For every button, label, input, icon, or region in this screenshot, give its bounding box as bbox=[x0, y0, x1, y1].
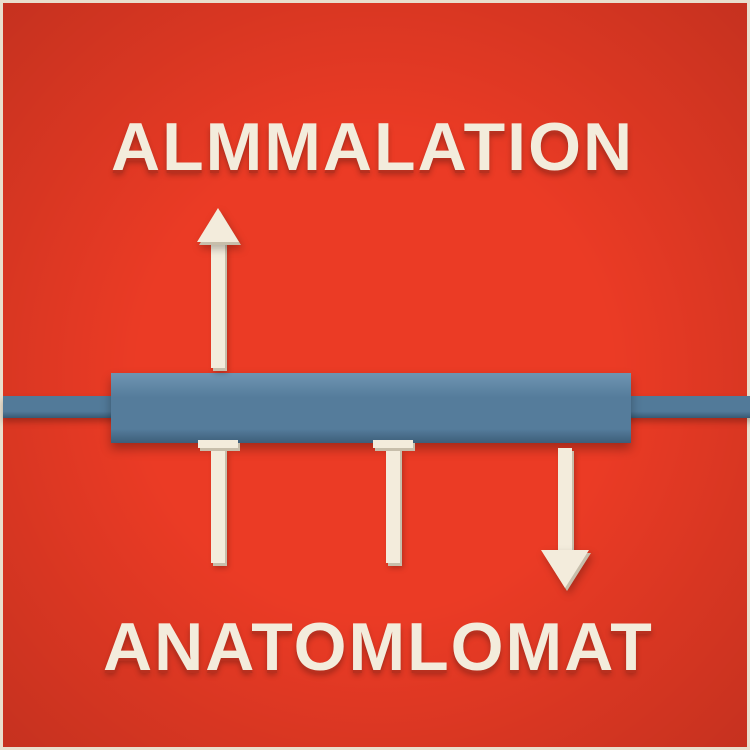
left-tick-shaft bbox=[211, 448, 225, 563]
left-tick-cap bbox=[198, 440, 238, 448]
diagram-canvas: ALMMALATION ANATOMLOMAT bbox=[0, 0, 750, 750]
bottom-label: ANATOMLOMAT bbox=[103, 608, 654, 686]
up-arrow-head-icon bbox=[197, 208, 239, 242]
up-arrow-shaft bbox=[211, 242, 225, 368]
down-arrow-head-icon bbox=[541, 550, 589, 588]
horizontal-bar-thick bbox=[111, 373, 631, 443]
right-tick-cap bbox=[373, 440, 413, 448]
right-tick-shaft bbox=[386, 448, 400, 563]
top-label: ALMMALATION bbox=[111, 108, 634, 186]
down-arrow-shaft bbox=[558, 448, 572, 550]
